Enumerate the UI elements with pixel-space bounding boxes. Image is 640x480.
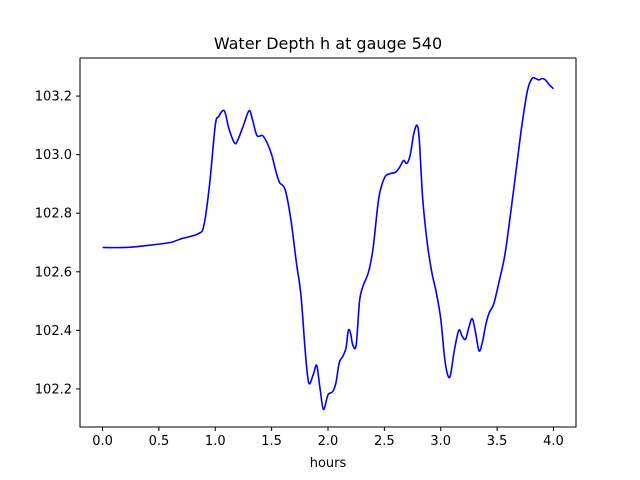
plot-background: [80, 58, 576, 427]
water-depth-line: [102, 76, 555, 411]
x-tick-label: 1.5: [261, 434, 282, 449]
y-tick-label: 102.2: [35, 382, 72, 397]
x-tick-label: 4.0: [543, 434, 564, 449]
y-axis: 102.2 102.4 102.6 102.8 103.0 103.2: [35, 90, 80, 397]
x-tick-label: 2.0: [318, 434, 339, 449]
x-axis: 0.0 0.5 1.0 1.5 2.0 2.5 3.0 3.5 4.0: [92, 427, 564, 449]
x-tick-label: 3.0: [430, 434, 451, 449]
x-tick-label: 1.0: [205, 434, 226, 449]
y-tick-label: 102.4: [35, 324, 72, 339]
y-tick-label: 103.2: [35, 90, 72, 105]
y-tick-label: 102.8: [35, 207, 72, 222]
x-tick-label: 2.5: [374, 434, 395, 449]
x-tick-label: 0.5: [149, 434, 170, 449]
x-tick-label: 3.5: [487, 434, 508, 449]
x-axis-label: hours: [310, 456, 347, 471]
y-tick-label: 102.6: [35, 265, 72, 280]
x-tick-label: 0.0: [92, 434, 113, 449]
series-layer: [102, 76, 555, 411]
y-tick-label: 103.0: [35, 148, 72, 163]
chart-title: Water Depth h at gauge 540: [214, 34, 442, 53]
